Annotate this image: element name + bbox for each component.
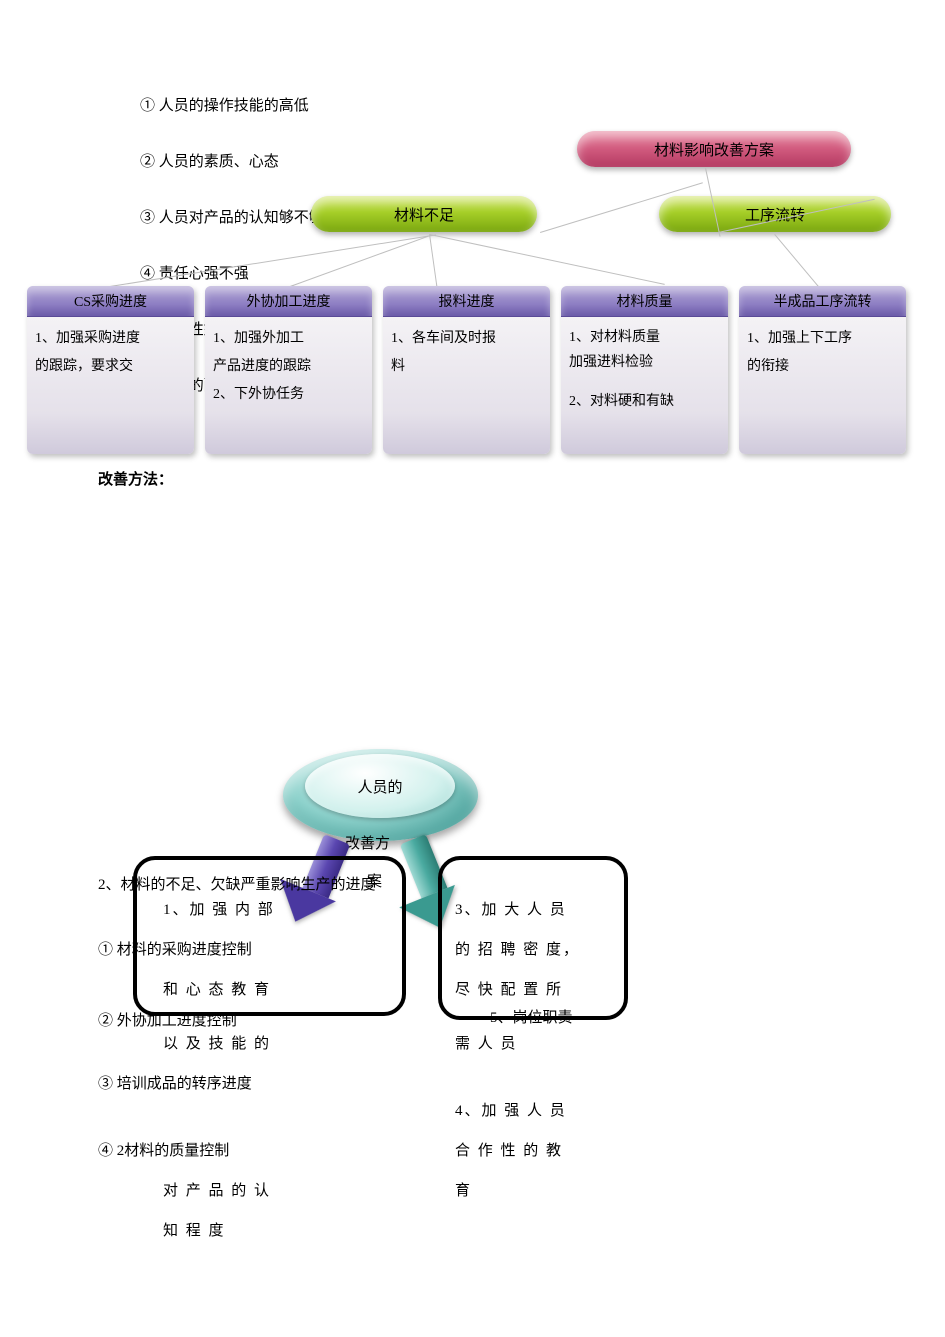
pill-material-plan-label: 材料影响改善方案 bbox=[654, 139, 774, 160]
card-quality-head: 材料质量 bbox=[561, 286, 728, 317]
card-outsource-line3: 2、下外协任务 bbox=[213, 381, 364, 409]
pill-material-short-label: 材料不足 bbox=[394, 204, 454, 225]
connector-8 bbox=[774, 234, 820, 288]
spacer bbox=[569, 375, 720, 389]
bullet-3: ③ 人员对产品的认知够不够 bbox=[140, 200, 324, 236]
card-quality-line3: 2、对料硬和有缺 bbox=[569, 389, 720, 414]
pill-process-flow: 工序流转 bbox=[659, 196, 891, 232]
right-r1: 3、加 大 人 员 bbox=[455, 892, 567, 928]
connector-6 bbox=[429, 234, 438, 294]
card-outsource-line1: 1、加强外加工 bbox=[213, 325, 364, 353]
bullet-2: ② 人员的素质、心态 bbox=[140, 144, 324, 180]
left-l6: 知 程 度 bbox=[163, 1213, 226, 1249]
card-quality: 材料质量 1、对材料质量 加强进料检验 2、对料硬和有缺 bbox=[561, 286, 728, 454]
left-l1: 1、加 强 内 部 bbox=[163, 892, 275, 928]
card-quality-line2: 加强进料检验 bbox=[569, 350, 720, 375]
card-purchase-line2: 的跟踪，要求交 bbox=[35, 353, 186, 381]
right-r4: 需 人 员 bbox=[455, 1026, 518, 1062]
card-quality-body: 1、对材料质量 加强进料检验 2、对料硬和有缺 bbox=[561, 317, 728, 454]
improve-method-label: 改善方法： bbox=[98, 468, 173, 489]
card-outsource: 外协加工进度 1、加强外加工 产品进度的跟踪 2、下外协任务 bbox=[205, 286, 372, 454]
ellipse-inner: 人员的 bbox=[305, 754, 455, 818]
card-purchase: CS采购进度 1、加强采购进度 的跟踪，要求交 bbox=[27, 286, 194, 454]
pill-process-flow-label: 工序流转 bbox=[745, 204, 805, 225]
card-semi-body: 1、加强上下工序 的衔接 bbox=[739, 317, 906, 454]
card-report-line1: 1、各车间及时报 bbox=[391, 325, 542, 353]
bullet-1: ① 人员的操作技能的高低 bbox=[140, 88, 324, 124]
card-purchase-head: CS采购进度 bbox=[27, 286, 194, 317]
card-report-line2: 料 bbox=[391, 353, 542, 381]
left-num3: ③ 培训成品的转序进度 bbox=[98, 1066, 252, 1102]
connector-7 bbox=[430, 234, 665, 285]
left-num4: ④ 2材料的质量控制 bbox=[98, 1133, 229, 1169]
left-num1: ① 材料的采购进度控制 bbox=[98, 932, 252, 968]
left-l5: 对 产 品 的 认 bbox=[163, 1173, 271, 1209]
pill-material-short: 材料不足 bbox=[311, 196, 537, 232]
right-r6: 合 作 性 的 教 bbox=[455, 1133, 563, 1169]
card-outsource-line2: 产品进度的跟踪 bbox=[213, 353, 364, 381]
card-report: 报料进度 1、各车间及时报 料 bbox=[383, 286, 550, 454]
ellipse-label-top: 人员的 bbox=[357, 776, 402, 797]
right-r2: 的 招 聘 密 度， bbox=[455, 932, 580, 968]
pill-material-plan: 材料影响改善方案 bbox=[577, 131, 851, 167]
card-semi: 半成品工序流转 1、加强上下工序 的衔接 bbox=[739, 286, 906, 454]
card-semi-head: 半成品工序流转 bbox=[739, 286, 906, 317]
card-outsource-body: 1、加强外加工 产品进度的跟踪 2、下外协任务 bbox=[205, 317, 372, 454]
card-semi-line2: 的衔接 bbox=[747, 353, 898, 381]
card-purchase-line1: 1、加强采购进度 bbox=[35, 325, 186, 353]
card-purchase-body: 1、加强采购进度 的跟踪，要求交 bbox=[27, 317, 194, 454]
card-quality-line1: 1、对材料质量 bbox=[569, 325, 720, 350]
card-semi-line1: 1、加强上下工序 bbox=[747, 325, 898, 353]
right-r5: 4、加 强 人 员 bbox=[455, 1093, 567, 1129]
right-r7: 育 bbox=[455, 1173, 472, 1209]
card-outsource-head: 外协加工进度 bbox=[205, 286, 372, 317]
left-l3: 以 及 技 能 的 bbox=[163, 1026, 271, 1062]
card-report-head: 报料进度 bbox=[383, 286, 550, 317]
card-report-body: 1、各车间及时报 料 bbox=[383, 317, 550, 454]
